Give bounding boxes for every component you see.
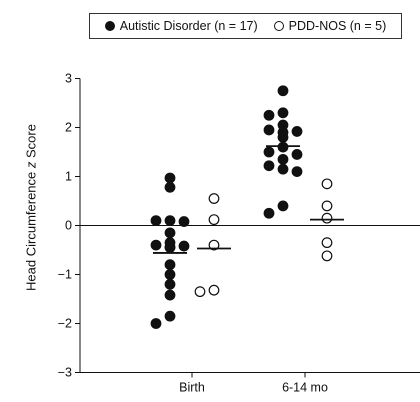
data-point-autistic	[277, 200, 289, 212]
x-tick-label: Birth	[179, 381, 205, 395]
legend-marker-filled	[104, 21, 115, 31]
data-point-autistic	[291, 149, 303, 160]
data-point-autistic	[291, 166, 303, 178]
data-point-autistic	[277, 163, 289, 175]
data-point-autistic	[291, 126, 303, 137]
data-point-autistic	[150, 239, 162, 251]
data-point-autistic	[150, 318, 162, 329]
axes: 3 2 1 0 −1 −2 −3 Birth 6-14 mo	[58, 72, 420, 395]
data-point-autistic	[178, 216, 190, 227]
data-point-pdd-nos	[321, 178, 333, 190]
data-point-autistic	[164, 259, 176, 271]
data-point-autistic	[263, 124, 275, 136]
data-point-autistic	[277, 153, 289, 165]
y-axis-label: Head Circumference z Score	[23, 124, 39, 291]
data-point-pdd-nos	[321, 212, 333, 224]
chart-marks	[150, 85, 344, 329]
y-tick-label: 2	[65, 121, 72, 135]
data-point-autistic	[263, 160, 275, 172]
data-point-pdd-nos	[321, 200, 333, 212]
x-tick-label: 6-14 mo	[282, 381, 328, 395]
legend-label-autistic-disorder: Autistic Disorder (n = 17)	[119, 19, 258, 33]
data-point-autistic	[178, 240, 190, 252]
data-point-autistic	[263, 109, 275, 121]
data-point-autistic	[164, 215, 176, 227]
data-point-pdd-nos	[208, 239, 220, 251]
data-point-autistic	[263, 146, 275, 158]
data-point-autistic	[164, 242, 176, 253]
data-point-autistic	[277, 141, 289, 153]
y-tick-label: 1	[65, 170, 72, 184]
legend-item-autistic-disorder: Autistic Disorder (n = 17)	[104, 19, 258, 33]
data-point-pdd-nos	[208, 284, 220, 296]
data-point-pdd-nos	[321, 250, 333, 262]
y-tick-label: 3	[65, 72, 72, 86]
y-tick-label: 0	[65, 219, 72, 233]
data-point-pdd-nos	[321, 237, 333, 249]
data-point-autistic	[277, 107, 289, 119]
data-point-autistic	[164, 278, 176, 290]
y-tick-label: −3	[58, 366, 72, 380]
data-point-autistic	[164, 269, 176, 280]
legend-marker-open	[273, 21, 284, 31]
data-point-autistic	[277, 85, 289, 97]
legend-item-pdd-nos: PDD-NOS (n = 5)	[273, 19, 387, 33]
data-point-autistic	[263, 207, 275, 219]
data-point-autistic	[277, 131, 289, 143]
data-point-autistic	[164, 310, 176, 322]
data-point-autistic	[164, 181, 176, 193]
data-point-autistic	[164, 172, 176, 184]
y-tick-label: −1	[58, 268, 72, 282]
legend-label-pdd-nos: PDD-NOS (n = 5)	[288, 19, 387, 33]
data-point-pdd-nos	[194, 286, 206, 298]
data-point-autistic	[150, 215, 162, 227]
data-point-autistic	[164, 289, 176, 301]
data-point-pdd-nos	[208, 193, 220, 204]
legend: Autistic Disorder (n = 17) PDD-NOS (n = …	[89, 13, 402, 39]
data-point-pdd-nos	[208, 214, 220, 226]
data-point-autistic	[164, 227, 176, 239]
y-tick-label: −2	[58, 317, 72, 331]
